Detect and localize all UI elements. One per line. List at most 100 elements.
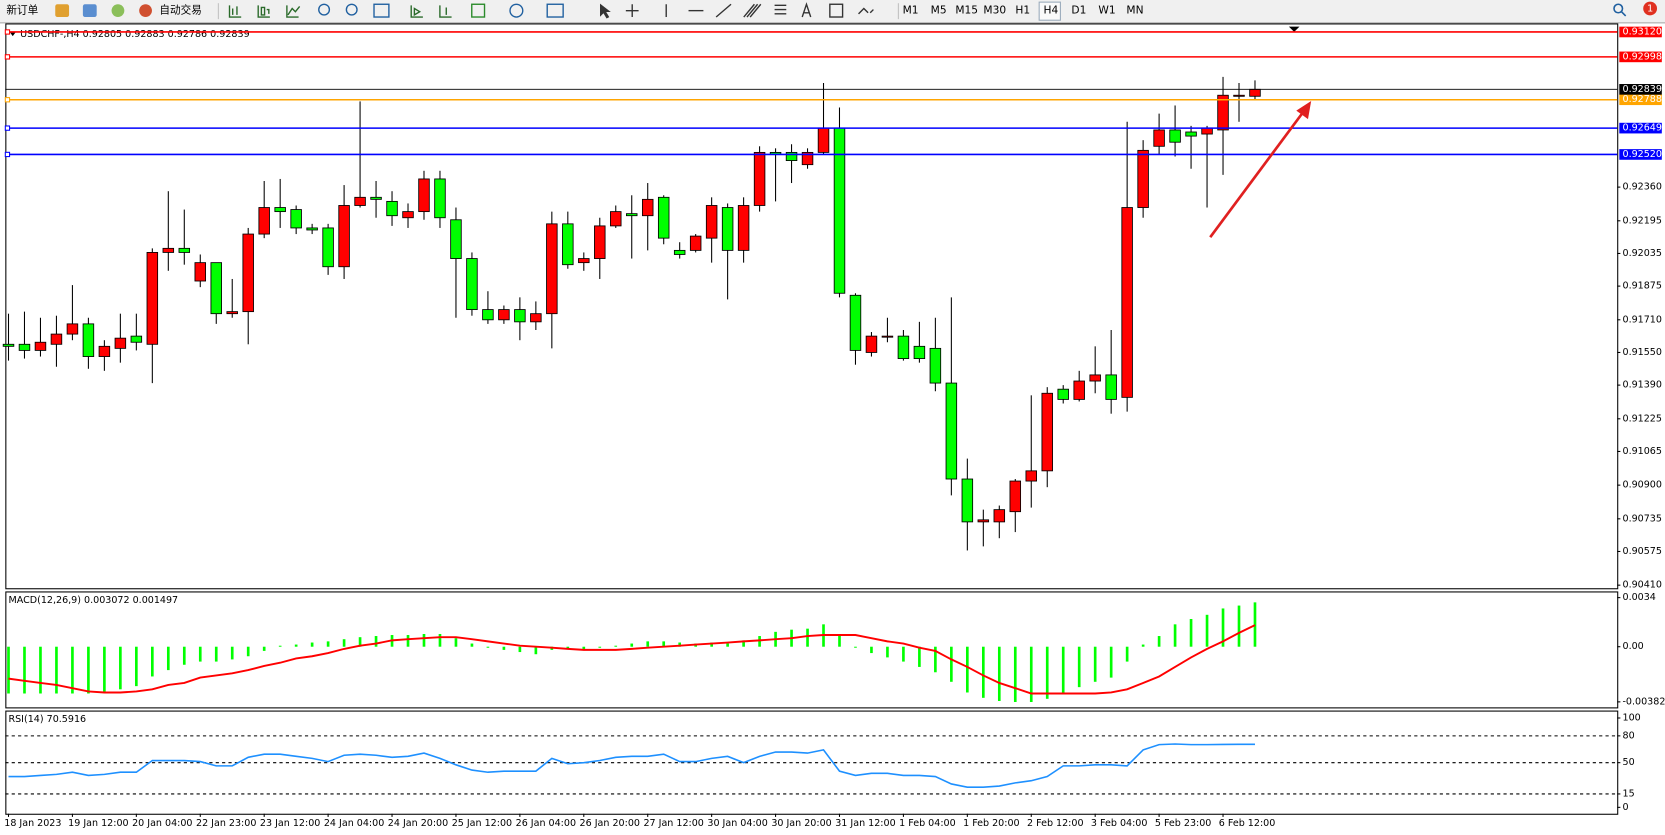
x-tick-label: 25 Jan 12:00 — [452, 818, 512, 829]
candle-body — [402, 211, 414, 219]
y-tick-label: 0.92035 — [1622, 248, 1661, 259]
candle-body — [434, 178, 446, 219]
candle-body — [274, 207, 286, 213]
price-label-box — [1619, 122, 1662, 134]
candle-body — [1057, 388, 1069, 400]
price-label: 0.92788 — [1622, 94, 1661, 105]
trendline-icon[interactable] — [715, 3, 732, 18]
candle-body — [370, 196, 382, 200]
period-icon[interactable] — [509, 3, 524, 18]
icon[interactable] — [82, 4, 97, 18]
timeframe-button[interactable]: M30 — [983, 4, 1006, 17]
line-anchor — [4, 29, 11, 35]
y-tick-label: 80 — [1622, 730, 1634, 741]
y-tick-label: 0.91550 — [1622, 347, 1661, 358]
y-tick-label: 0.92195 — [1622, 215, 1661, 226]
candle-body — [1153, 129, 1165, 147]
arrows-icon[interactable] — [858, 7, 874, 15]
timeframe-button[interactable]: M5 — [931, 4, 947, 17]
autoscroll-icon[interactable] — [410, 5, 423, 18]
indicators-icon[interactable] — [471, 3, 486, 18]
candle-body — [673, 249, 686, 255]
timeframe-button[interactable]: D1 — [1071, 4, 1086, 17]
candle-body — [913, 345, 926, 360]
new-order-button[interactable]: 新订单 — [6, 4, 38, 17]
candle-body — [306, 227, 318, 231]
timeframe-bar: M1 M5 M15 M30 H1 H4 D1 W1 MN — [903, 4, 1144, 17]
candle-body — [689, 235, 702, 251]
auto-trading-button[interactable]: 自动交易 — [159, 4, 201, 17]
y-tick-label: 15 — [1622, 788, 1634, 799]
tile-icon[interactable] — [373, 3, 390, 18]
candle-body — [178, 247, 191, 253]
crosshair-icon[interactable] — [625, 4, 639, 18]
timeframe-button[interactable]: H4 — [1043, 4, 1058, 17]
candle-body — [1073, 380, 1085, 400]
candle-body — [514, 309, 526, 323]
search-icon[interactable] — [1613, 3, 1624, 14]
auto-trading-icon[interactable] — [139, 4, 152, 18]
candle-icon[interactable] — [257, 5, 270, 18]
macd-panel — [5, 591, 1619, 709]
symbol-menu-icon — [9, 31, 16, 37]
low: 0.92786 — [168, 29, 207, 40]
template-icon[interactable] — [546, 3, 564, 18]
x-tick-label: 24 Jan 20:00 — [388, 818, 448, 829]
zoom-in-icon[interactable] — [318, 3, 331, 16]
x-tick-label: 30 Jan 20:00 — [771, 818, 831, 829]
timeframe-button[interactable]: MN — [1126, 4, 1143, 17]
y-tick-label: 0.90900 — [1622, 480, 1661, 491]
candle-body — [945, 382, 958, 480]
candle-body — [881, 335, 894, 338]
price-label-box — [1619, 26, 1662, 38]
price-label-box — [1619, 94, 1662, 106]
candle-body — [785, 151, 798, 162]
label-icon[interactable] — [829, 3, 844, 18]
price-label: 0.93120 — [1622, 26, 1661, 37]
candle-body — [546, 223, 558, 315]
timeframe-button[interactable]: M1 — [903, 4, 919, 17]
candle-body — [98, 345, 111, 357]
candle-body — [2, 343, 15, 347]
candle-body — [210, 262, 222, 315]
cursor-icon[interactable] — [600, 3, 611, 19]
x-tick-label: 2 Feb 12:00 — [1027, 818, 1084, 829]
candle-body — [1089, 374, 1101, 382]
bar-chart-icon[interactable] — [228, 5, 242, 18]
icon[interactable] — [55, 4, 70, 18]
plot: 0.92360 0.92195 0.92035 0.91875 0.91710 0.915… — [2, 26, 1665, 829]
timeframe-button[interactable]: M15 — [955, 4, 978, 17]
candle-body — [1105, 374, 1117, 400]
line-chart-icon[interactable] — [286, 5, 301, 18]
candle-body — [993, 509, 1006, 523]
candle-body — [1137, 149, 1149, 208]
timeframe-button[interactable]: H1 — [1015, 4, 1030, 17]
chart-shift-marker — [1288, 26, 1300, 32]
x-tick-label: 26 Jan 20:00 — [580, 818, 640, 829]
active-period-frame — [1038, 1, 1061, 21]
y-tick-label: 0.90410 — [1622, 580, 1661, 591]
fibo-icon[interactable] — [774, 4, 787, 15]
x-tick-label: 20 Jan 04:00 — [132, 818, 192, 829]
toolbar-background — [0, 0, 1665, 23]
x-tick-label: 6 Feb 12:00 — [1219, 818, 1276, 829]
text-icon[interactable] — [801, 2, 812, 18]
bid-label: 0.92839 — [1622, 84, 1661, 95]
shift-icon[interactable] — [439, 5, 452, 18]
icon[interactable] — [111, 4, 125, 18]
arrow-head — [1296, 101, 1312, 120]
candle-body — [1025, 470, 1037, 482]
candle-body — [721, 207, 734, 251]
channel-icon[interactable] — [743, 3, 762, 18]
timeframe-button[interactable]: W1 — [1098, 4, 1115, 17]
candle-body — [482, 309, 494, 321]
candle-body — [466, 258, 478, 311]
open: 0.92805 — [83, 29, 122, 40]
y-tick-label: 100 — [1622, 712, 1640, 723]
notification-badge[interactable] — [1643, 1, 1658, 16]
candle-body — [242, 233, 254, 313]
x-tick-label: 22 Jan 23:00 — [196, 818, 256, 829]
x-tick-label: 19 Jan 12:00 — [68, 818, 128, 829]
zoom-out-icon[interactable] — [345, 3, 358, 16]
